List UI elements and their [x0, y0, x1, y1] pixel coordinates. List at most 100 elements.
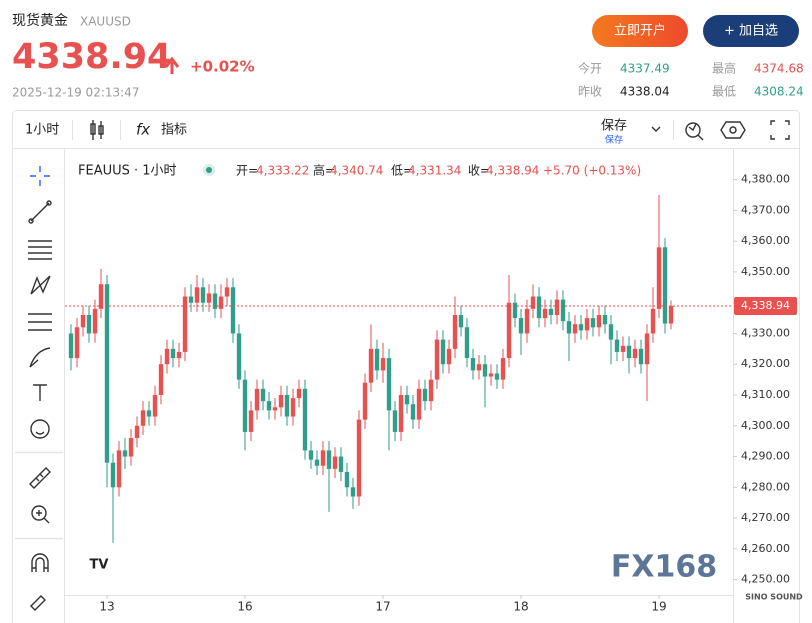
candle-body [470, 358, 476, 371]
save-sub: 保存 [605, 134, 623, 146]
zoom-handle [36, 510, 50, 524]
magnet-tool[interactable] [31, 553, 49, 572]
watermark-sub: SINO SOUND [745, 593, 803, 602]
candle-body [494, 373, 500, 380]
crosshair-tool[interactable] [30, 166, 50, 186]
y-tick-label: 4,290.00 [741, 450, 790, 463]
legend-label: 低= [391, 164, 413, 178]
y-tick-label: 4,310.00 [741, 388, 790, 401]
projection-tool[interactable] [28, 313, 52, 331]
candle-body [548, 308, 554, 315]
candle-body [92, 308, 98, 334]
x-tick-label: 18 [513, 600, 528, 614]
candle-body [140, 410, 146, 426]
candle-body [350, 487, 356, 497]
candle-body [434, 339, 440, 380]
candle-body [392, 410, 398, 432]
candle-body [230, 287, 236, 334]
indicators-button[interactable]: 指标 [161, 123, 187, 138]
status-dot [206, 167, 212, 173]
stat-label: 今开 [578, 61, 602, 76]
candle-body [278, 395, 284, 408]
legend-value: 4,331.34 [408, 164, 461, 178]
button-label[interactable]: 立即开户 [614, 23, 666, 39]
candle-body [518, 318, 524, 334]
watermark: FX168 [611, 550, 717, 585]
open-account-button[interactable]: 立即开户 [592, 15, 688, 47]
candle-body [74, 327, 80, 359]
candle-body [170, 348, 176, 359]
text-tool[interactable] [33, 384, 47, 401]
save-button[interactable]: 保存 [601, 119, 627, 134]
lock-tool[interactable] [30, 595, 46, 611]
y-tick-label: 4,250.00 [741, 573, 790, 586]
ruler-tool[interactable] [29, 467, 51, 489]
candle-body [374, 348, 380, 371]
candle-body [146, 410, 152, 417]
indicator-template-icon[interactable] [685, 122, 704, 141]
candle-body [446, 348, 452, 365]
candle-body [368, 348, 374, 383]
fx-icon[interactable]: fx [136, 121, 150, 139]
button-bg[interactable] [703, 15, 799, 47]
interval-button[interactable]: 1小时 [25, 123, 59, 138]
x-tick-label: 16 [237, 600, 252, 614]
candle-body [440, 339, 446, 365]
candle-body [572, 324, 578, 334]
y-tick-label: 4,280.00 [741, 480, 790, 493]
settings-icon-dot [729, 126, 737, 134]
candle-body [356, 419, 362, 497]
candle-body [398, 395, 404, 432]
save-dropdown[interactable] [651, 126, 661, 132]
candle-body [482, 364, 488, 377]
candle-body [590, 318, 596, 328]
candle-body [314, 459, 320, 466]
candle-body [200, 287, 206, 303]
button-bg[interactable] [592, 15, 688, 47]
x-tick-label: 17 [375, 600, 390, 614]
fullscreen-icon[interactable] [770, 120, 790, 140]
change: +0.02% [190, 58, 255, 76]
symbol: XAUUSD [80, 15, 131, 29]
legend-label: 高= [313, 163, 335, 178]
candle-body [536, 296, 542, 319]
candle-type-icon[interactable] [90, 120, 104, 140]
candle-body [290, 398, 296, 417]
candle-body [530, 296, 536, 309]
candle-body [80, 315, 86, 328]
emoji-tool[interactable] [30, 419, 50, 439]
pattern-tool[interactable] [30, 275, 51, 295]
legend-change: +5.70 (+0.13%) [543, 164, 641, 178]
stat-label: 最低 [712, 85, 736, 99]
add-watch-button[interactable]: + 加自选 [703, 15, 799, 47]
legend-value: 4,333.22 [256, 164, 309, 178]
y-tick-label: 4,370.00 [741, 203, 790, 216]
stat-value: 4374.68 [754, 62, 804, 76]
y-tick-label: 4,260.00 [741, 542, 790, 555]
candle-body [506, 302, 512, 359]
button-label[interactable]: + 加自选 [724, 24, 778, 39]
candle-body [98, 284, 104, 309]
candle-body [110, 462, 116, 488]
candle-body [272, 407, 278, 411]
y-tick-label: 4,360.00 [741, 234, 790, 247]
candle-body [644, 333, 650, 365]
trendline-tool[interactable] [30, 202, 50, 222]
fib-tool[interactable] [28, 240, 52, 260]
brush-tool[interactable] [29, 347, 51, 368]
candle-body [116, 450, 122, 488]
candle-body [650, 308, 656, 334]
candle-body [344, 471, 350, 488]
y-tick-label: 4,380.00 [741, 173, 790, 186]
settings-icon[interactable] [720, 121, 746, 139]
y-tick-label: 4,330.00 [741, 326, 790, 339]
candle-body [464, 327, 470, 359]
zoom-tool[interactable] [31, 505, 47, 521]
candle-body [422, 388, 428, 402]
candle-body [158, 364, 164, 395]
tool-dot [46, 200, 52, 206]
candle-body [242, 379, 248, 432]
candle-body [260, 388, 266, 402]
candle-body [104, 284, 110, 463]
